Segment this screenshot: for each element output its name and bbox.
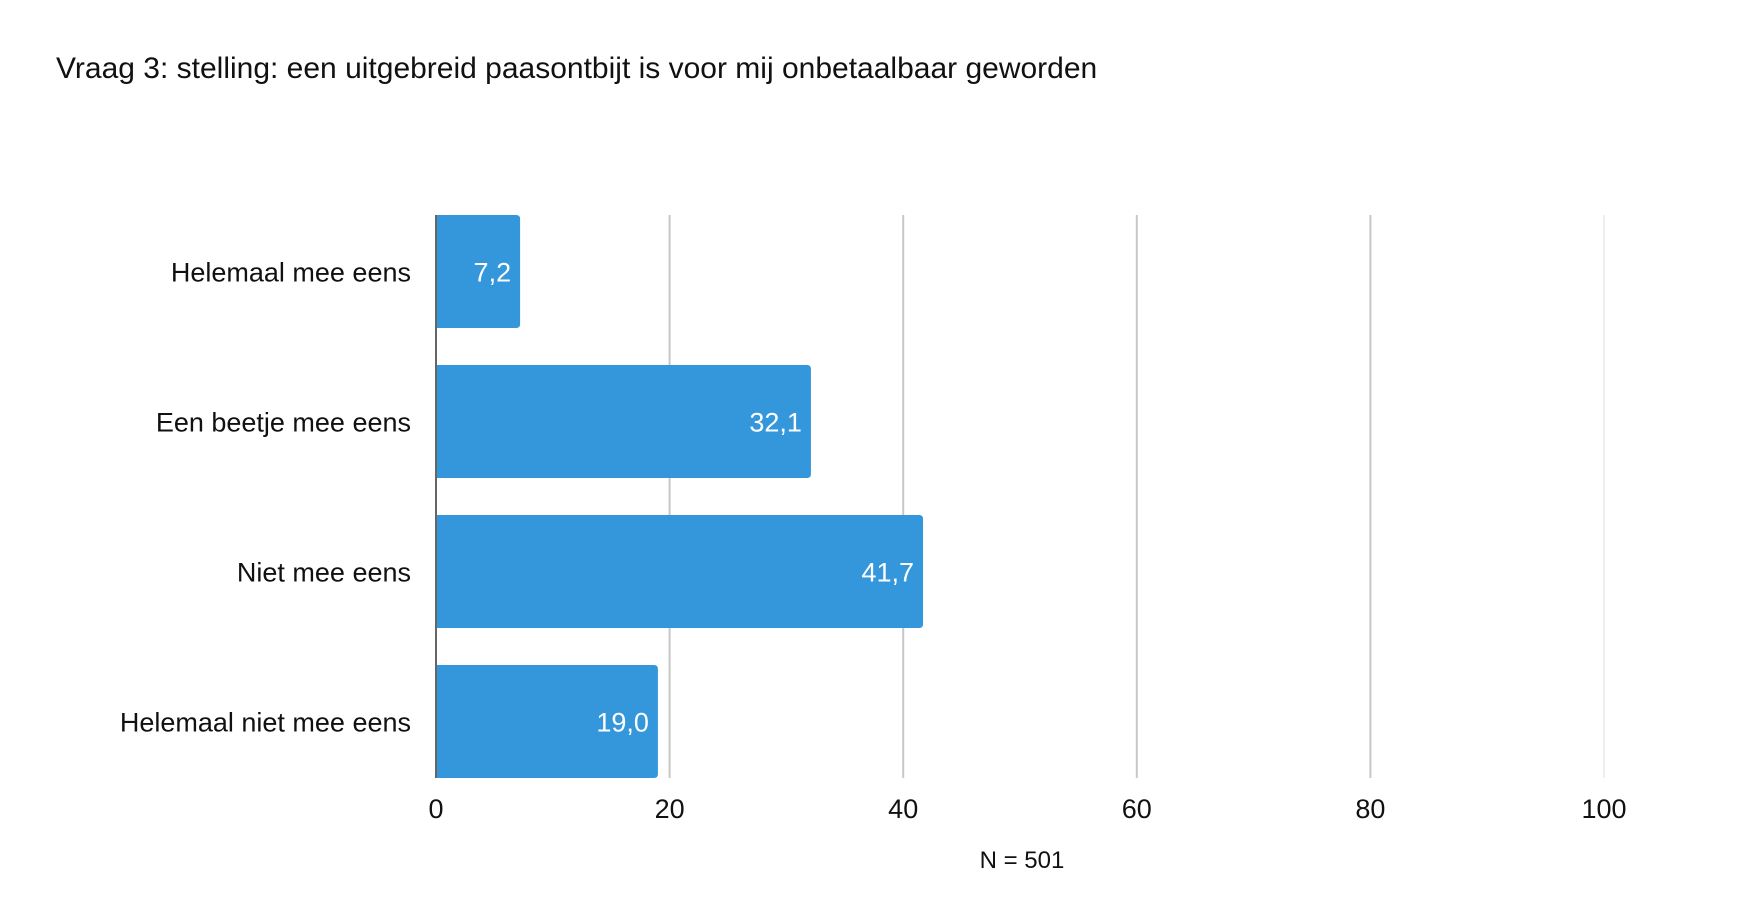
category-label: Een beetje mee eens: [156, 408, 411, 438]
x-tick-label: 20: [655, 794, 685, 824]
sample-size-note: N = 501: [980, 847, 1065, 874]
chart-title: Vraag 3: stelling: een uitgebreid paason…: [56, 52, 1098, 85]
data-label: 7,2: [474, 258, 512, 288]
data-label: 41,7: [861, 558, 914, 588]
bar: [436, 365, 811, 478]
bar: [436, 515, 924, 628]
x-tick-label: 60: [1122, 794, 1152, 824]
category-label: Niet mee eens: [237, 558, 411, 588]
data-label: 19,0: [596, 708, 649, 738]
x-tick-label: 40: [888, 794, 918, 824]
x-tick-label: 100: [1581, 794, 1626, 824]
category-label: Helemaal niet mee eens: [120, 708, 411, 738]
x-tick-label: 0: [428, 794, 443, 824]
x-tick-label: 80: [1355, 794, 1385, 824]
data-label: 32,1: [749, 408, 802, 438]
bar: [436, 665, 658, 778]
bar: [436, 215, 521, 328]
category-label: Helemaal mee eens: [171, 258, 411, 288]
